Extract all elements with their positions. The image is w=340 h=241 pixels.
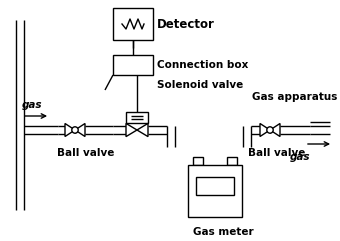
Polygon shape (137, 123, 148, 137)
Polygon shape (65, 123, 75, 136)
Polygon shape (75, 123, 85, 136)
Bar (188, 165, 242, 217)
Bar (113, 8, 153, 40)
Circle shape (72, 127, 78, 133)
Text: Connection box: Connection box (157, 60, 249, 70)
Bar (227, 157, 237, 165)
Polygon shape (126, 123, 137, 137)
Text: Solenoid valve: Solenoid valve (157, 80, 243, 90)
Text: Detector: Detector (157, 18, 215, 31)
Polygon shape (270, 123, 280, 136)
Text: Gas meter: Gas meter (193, 227, 254, 237)
Text: gas: gas (290, 152, 310, 162)
Text: Ball valve: Ball valve (57, 148, 114, 158)
Bar (126, 112, 148, 123)
Text: gas: gas (22, 100, 42, 110)
Bar (113, 55, 153, 75)
Bar (193, 157, 203, 165)
Circle shape (267, 127, 273, 133)
Text: Ball valve: Ball valve (248, 148, 305, 158)
Text: Gas apparatus: Gas apparatus (252, 92, 337, 102)
Polygon shape (260, 123, 270, 136)
Bar (196, 177, 234, 195)
